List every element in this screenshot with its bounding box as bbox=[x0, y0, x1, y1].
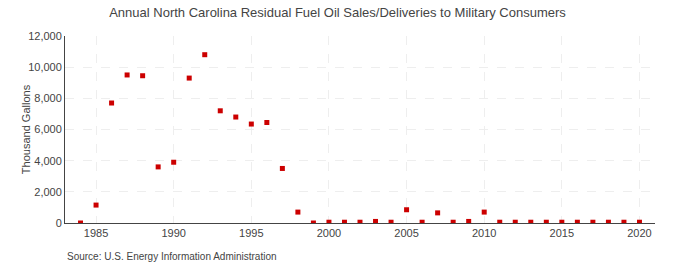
svg-text:1985: 1985 bbox=[84, 227, 108, 239]
svg-text:2,000: 2,000 bbox=[34, 186, 62, 198]
svg-text:6,000: 6,000 bbox=[34, 123, 62, 135]
svg-text:10,000: 10,000 bbox=[28, 61, 62, 73]
svg-text:1995: 1995 bbox=[239, 227, 263, 239]
svg-text:2005: 2005 bbox=[394, 227, 418, 239]
svg-text:Annual North Carolina Residual: Annual North Carolina Residual Fuel Oil … bbox=[109, 5, 566, 20]
svg-text:1990: 1990 bbox=[161, 227, 185, 239]
svg-text:12,000: 12,000 bbox=[28, 30, 62, 42]
svg-text:2000: 2000 bbox=[317, 227, 341, 239]
svg-text:Thousand Gallons: Thousand Gallons bbox=[20, 84, 32, 174]
svg-text:8,000: 8,000 bbox=[34, 92, 62, 104]
svg-text:2010: 2010 bbox=[472, 227, 496, 239]
svg-text:4,000: 4,000 bbox=[34, 155, 62, 167]
svg-text:0: 0 bbox=[56, 217, 62, 229]
svg-text:2015: 2015 bbox=[550, 227, 574, 239]
svg-text:2020: 2020 bbox=[627, 227, 651, 239]
svg-text:Source: U.S. Energy Informatio: Source: U.S. Energy Information Administ… bbox=[67, 251, 277, 262]
